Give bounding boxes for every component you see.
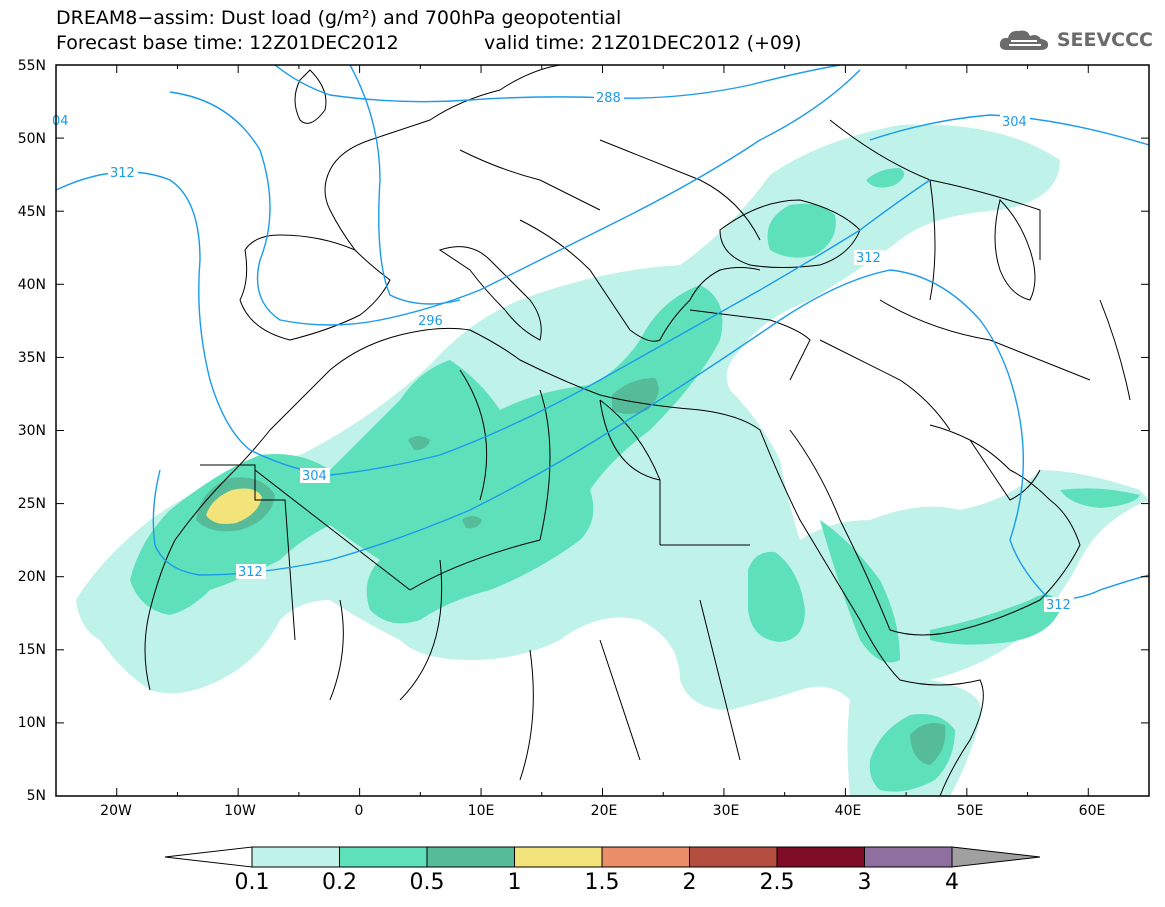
dust-shading [76,124,1149,796]
lon-label: 0 [355,803,364,819]
geopotential-contours [56,65,1149,601]
colorbar-segment [426,846,515,868]
axis-ticks [55,64,1150,797]
lat-label: 25N [18,496,46,512]
colorbar-label: 3 [857,870,872,895]
cloud-logo-icon [999,30,1048,50]
lon-label: 30E [713,803,740,819]
contour-288 [274,65,841,103]
lat-label: 20N [18,569,46,585]
colorbar-segment [689,846,778,868]
contour-label: 312 [238,565,263,580]
contour-label: 04 [52,114,69,129]
dust-band-medium [820,520,900,663]
colorbar-label: 2.5 [759,870,795,895]
contour-label: 288 [596,91,621,106]
forecast-time-line: Forecast base time: 12Z01DEC2012 valid ti… [56,32,802,54]
lon-label: 20W [100,803,132,819]
colorbar-segment [776,846,865,868]
dust-band-medium [130,285,723,624]
dust-band-medium [748,551,805,642]
lat-label: 15N [18,642,46,658]
colorbar-label: 0.1 [234,870,270,895]
colorbar-segment [339,846,428,868]
contour-label: 312 [110,166,135,181]
lat-label: 10N [18,715,46,731]
contour-312-west [56,171,931,476]
contour-label: 312 [1046,598,1071,613]
colorbar-segment [864,846,953,868]
lat-label: 45N [18,204,46,220]
map-title: DREAM8−assim: Dust load (g/m²) and 700hP… [56,7,622,29]
dust-band-dark [612,378,659,414]
colorbar-label: 1 [507,870,522,895]
lat-label: 50N [18,131,46,147]
lon-label: 20E [591,803,618,819]
contour-label: 312 [856,251,881,266]
colorbar-label: 2 [682,870,697,895]
contour-296 [169,69,861,326]
lon-label: 60E [1079,803,1106,819]
contour-label: 296 [418,314,443,329]
logo-text: SEEVCCC [1056,29,1153,51]
dust-band-dark [910,722,946,765]
colorbar-label: 1.5 [584,870,620,895]
dust-band-medium [1060,488,1140,508]
lat-label: 40N [18,277,46,293]
lat-label: 5N [27,788,46,804]
colorbar-high-arrow [951,846,1041,868]
latitude-labels: 55N 50N 45N 40N 35N 30N 25N 20N 15N 10N … [18,58,46,804]
colorbar-label: 0.5 [409,870,445,895]
dust-band-yellow [206,488,262,524]
contour-304-north [349,65,461,305]
colorbar-label: 0.2 [322,870,357,895]
seevccc-logo: SEEVCCC [997,26,1153,54]
contour-label: 304 [302,469,327,484]
valid-time: valid time: 21Z01DEC2012 (+09) [484,32,802,54]
colorbar-label: 4 [945,870,959,895]
coastlines [144,65,1131,796]
dust-band-dark [462,516,482,529]
dust-band-medium [866,168,904,188]
lat-label: 30N [18,423,46,439]
colorbar [164,846,1041,868]
forecast-base-time: Forecast base time: 12Z01DEC2012 [56,32,399,54]
contour-label: 304 [1002,115,1027,130]
colorbar-segment [514,846,603,868]
longitude-labels: 20W 10W 0 10E 20E 30E 40E 50E 60E [100,803,1105,819]
colorbar-segment [251,846,340,868]
contour-labels: 04 312 288 304 312 296 304 312 312 [50,90,1074,613]
dust-band-medium [767,203,836,258]
colorbar-segment [601,846,690,868]
lon-label: 10E [468,803,495,819]
lat-label: 35N [18,350,46,366]
lon-label: 50E [957,803,984,819]
lon-label: 40E [835,803,862,819]
colorbar-low-arrow [164,846,253,868]
lon-label: 10W [224,803,256,819]
dust-band-dark [408,436,430,450]
lat-label: 55N [18,58,46,74]
contour-304-east [869,114,1149,146]
